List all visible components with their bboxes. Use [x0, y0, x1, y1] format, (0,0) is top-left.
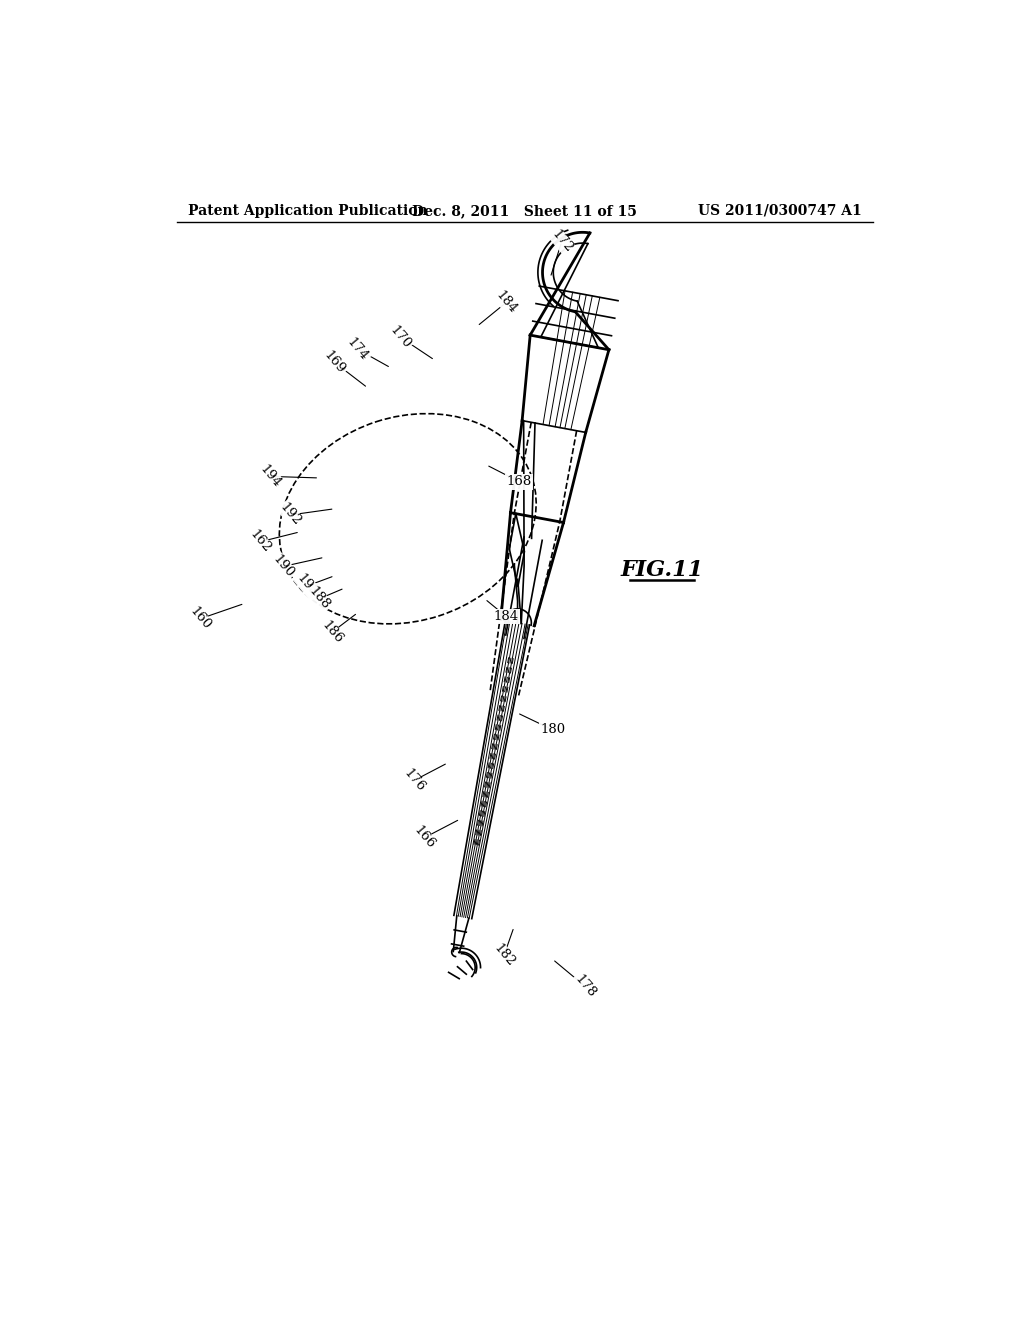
Text: US 2011/0300747 A1: US 2011/0300747 A1	[698, 203, 862, 218]
Text: 170: 170	[387, 323, 413, 351]
Text: 166: 166	[412, 824, 438, 851]
Text: 180: 180	[540, 723, 565, 737]
Text: 184: 184	[494, 289, 519, 317]
Text: 186: 186	[319, 618, 345, 645]
Text: 194: 194	[258, 462, 284, 490]
Text: 168: 168	[507, 475, 532, 488]
Text: 193: 193	[295, 572, 321, 599]
Text: 178: 178	[571, 973, 598, 1001]
Text: 174: 174	[345, 335, 371, 363]
Text: 160: 160	[186, 605, 213, 632]
Text: 182: 182	[490, 941, 517, 969]
Text: 190: 190	[270, 553, 296, 581]
Text: 162: 162	[247, 528, 273, 556]
Text: 192: 192	[278, 502, 304, 529]
Text: Patent Application Publication: Patent Application Publication	[188, 203, 428, 218]
Text: 172: 172	[549, 228, 574, 255]
Text: 188: 188	[306, 585, 332, 612]
Text: FIG.11: FIG.11	[621, 560, 703, 581]
Text: 169: 169	[322, 348, 348, 376]
Text: 184: 184	[494, 610, 519, 623]
Text: Dec. 8, 2011   Sheet 11 of 15: Dec. 8, 2011 Sheet 11 of 15	[413, 203, 637, 218]
Text: 176: 176	[400, 767, 427, 795]
